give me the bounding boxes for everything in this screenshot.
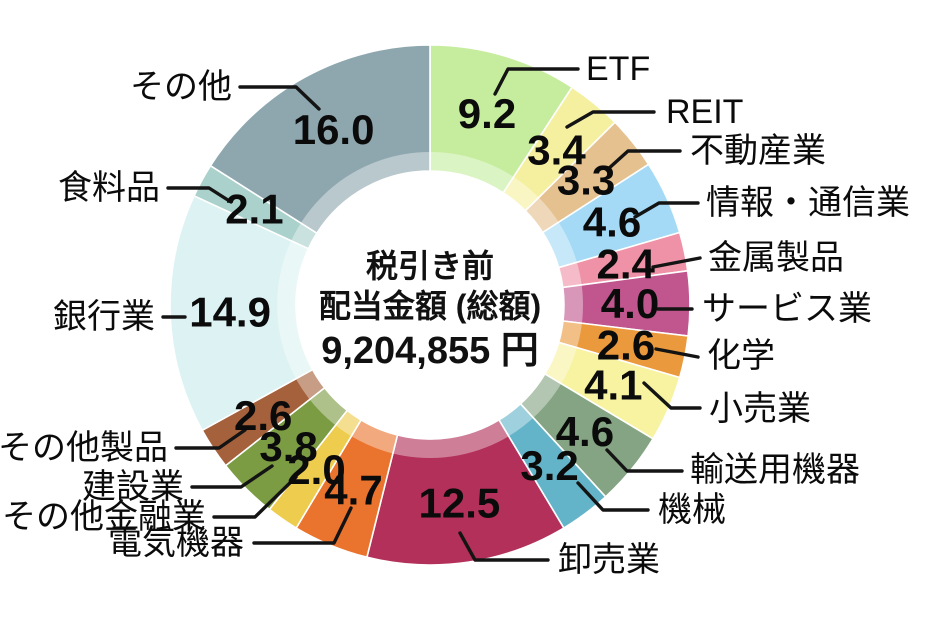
- segment-value-銀行業: 14.9: [189, 288, 271, 335]
- segment-label-情報・通信業: 情報・通信業: [706, 184, 910, 222]
- leader-line-その他製品: [174, 428, 247, 450]
- leader-line-不動産業: [605, 149, 682, 172]
- segment-label-輸送用機器: 輸送用機器: [690, 451, 860, 489]
- center-total-amount: 9,204,855 円: [321, 330, 539, 372]
- leader-line-REIT: [565, 110, 656, 129]
- segment-label-金属製品: 金属製品: [708, 239, 844, 277]
- leader-line-機械: [576, 481, 650, 512]
- leader-line-その他金融業: [212, 475, 298, 519]
- segment-value-機械: 3.2: [520, 442, 578, 489]
- segment-value-輸送用機器: 4.6: [556, 408, 614, 455]
- leader-line-金属製品: [651, 256, 702, 269]
- leader-line-卸売業: [458, 531, 550, 562]
- segment-value-食料品: 2.1: [225, 186, 283, 233]
- segment-label-その他製品: その他製品: [0, 429, 168, 467]
- leader-line-食料品: [166, 186, 233, 204]
- segment-label-卸売業: 卸売業: [558, 541, 660, 579]
- segment-value-その他: 16.0: [293, 106, 375, 153]
- segment-value-卸売業: 12.5: [419, 479, 501, 526]
- donut-hole: [296, 171, 564, 439]
- center-line-dividend-total: 配当金額 (総額): [318, 288, 542, 324]
- leader-line-ETF: [493, 67, 580, 96]
- leader-line-化学: [654, 347, 700, 359]
- segment-label-機械: 機械: [658, 491, 726, 529]
- segment-label-小売業: 小売業: [709, 390, 811, 428]
- segment-label-ETF: ETF: [586, 50, 650, 88]
- center-line-pretax: 税引き前: [365, 248, 494, 284]
- segment-value-その他製品: 2.6: [234, 392, 292, 439]
- leader-line-建設業: [190, 464, 274, 489]
- segment-value-電気機器: 4.7: [324, 466, 382, 513]
- chart-center-label: 税引き前 配当金額 (総額) 9,204,855 円: [230, 246, 630, 376]
- leader-line-小売業: [642, 381, 702, 410]
- segment-label-電気機器: 電気機器: [108, 524, 244, 562]
- leader-line-情報・通信業: [633, 201, 700, 219]
- segment-label-REIT: REIT: [666, 93, 743, 131]
- segment-label-サービス業: サービス業: [702, 290, 872, 328]
- segment-value-その他金融業: 2.0: [287, 446, 345, 493]
- segment-label-その他: その他: [130, 68, 232, 106]
- segment-label-不動産業: 不動産業: [690, 132, 826, 170]
- segment-value-ETF: 9.2: [458, 90, 516, 137]
- segment-label-その他金融業: その他金融業: [2, 498, 206, 536]
- segment-value-建設業: 3.8: [259, 423, 317, 470]
- segment-value-金属製品: 2.4: [597, 240, 656, 287]
- segment-label-化学: 化学: [707, 337, 775, 375]
- segment-label-建設業: 建設業: [82, 468, 184, 506]
- segment-value-サービス業: 4.0: [601, 280, 659, 327]
- leader-line-その他: [238, 85, 321, 111]
- segment-label-銀行業: 銀行業: [53, 298, 155, 336]
- segment-value-REIT: 3.4: [527, 127, 586, 174]
- segment-value-不動産業: 3.3: [557, 157, 615, 204]
- inner-highlight-ring: [277, 152, 583, 458]
- leader-line-輸送用機器: [605, 448, 684, 473]
- segment-value-化学: 2.6: [597, 321, 655, 368]
- segment-value-小売業: 4.1: [584, 362, 642, 409]
- segment-value-情報・通信業: 4.6: [583, 199, 641, 246]
- segment-label-食料品: 食料品: [58, 169, 160, 207]
- leader-line-電気機器: [252, 506, 353, 545]
